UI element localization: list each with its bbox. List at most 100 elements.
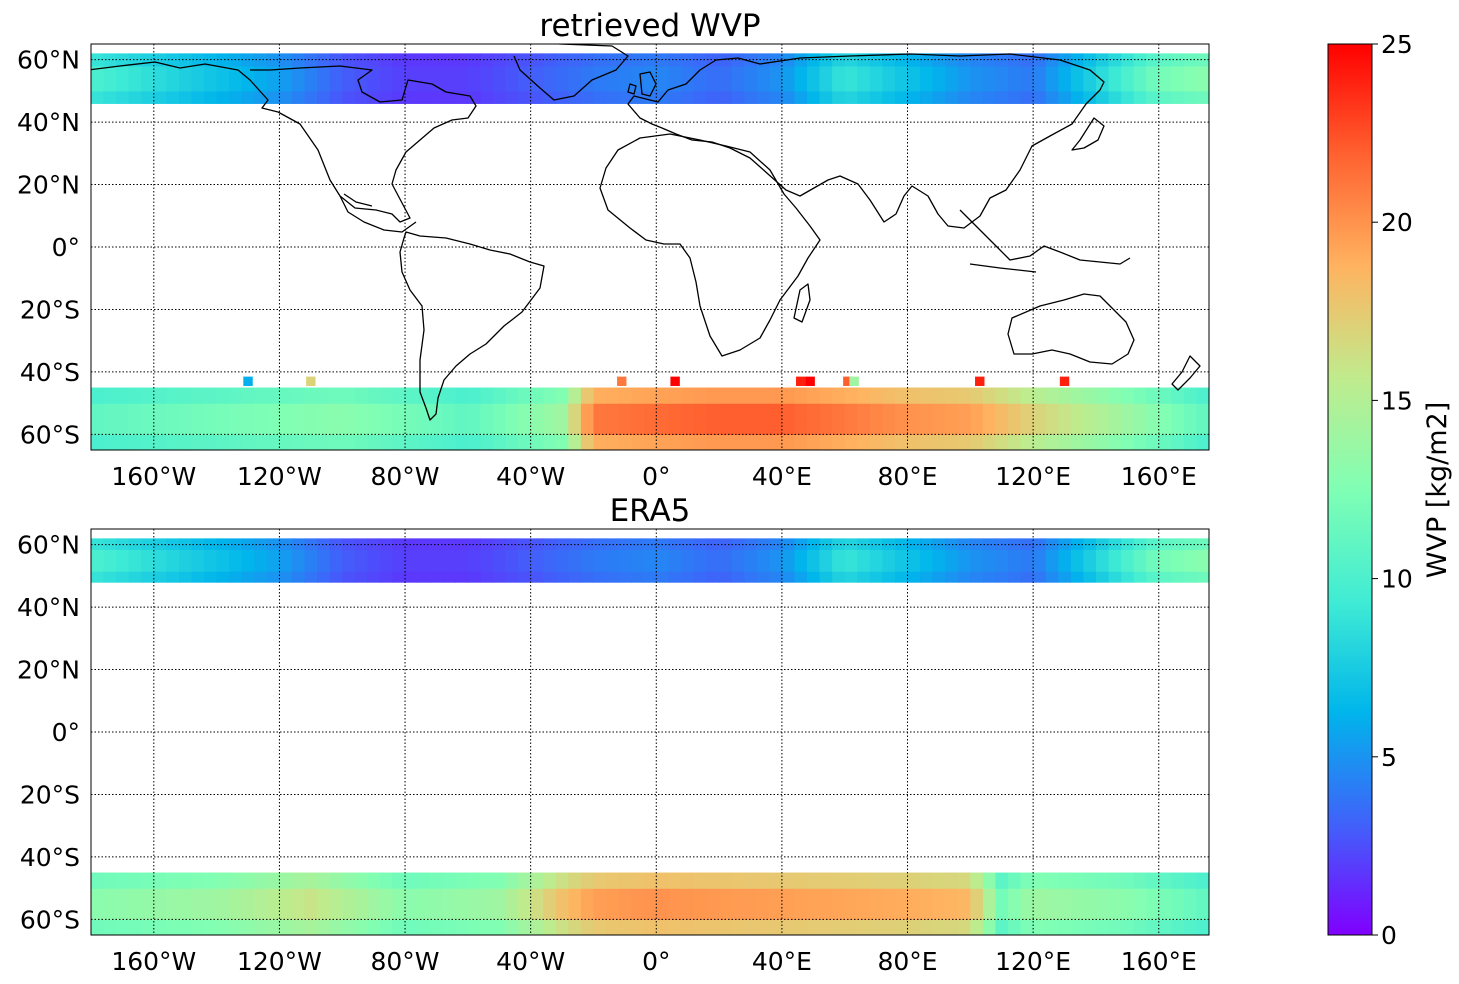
wvp-cell (932, 549, 946, 561)
wvp-cell (1196, 872, 1209, 889)
wvp-cell (631, 387, 645, 404)
wvp-cell (254, 903, 268, 920)
wvp-cell (555, 418, 569, 435)
wvp-cell (304, 418, 318, 435)
wvp-cell (103, 65, 117, 79)
wvp-cell (957, 387, 971, 404)
wvp-cell (291, 903, 306, 920)
wvp-cell (204, 403, 218, 420)
wvp-cell (920, 872, 934, 889)
wvp-cell (643, 538, 657, 550)
wvp-cell (91, 78, 105, 92)
wvp-cell (204, 387, 218, 404)
wvp-cell (354, 571, 368, 583)
wvp-cell (116, 387, 130, 404)
wvp-cell (1121, 888, 1135, 905)
wvp-cell (379, 549, 394, 561)
wvp-cell (1158, 65, 1172, 79)
wvp-cell (442, 903, 456, 920)
wvp-cell (781, 919, 796, 935)
wvp-cell (279, 872, 293, 889)
wvp-cell (957, 549, 971, 561)
wvp-cell (568, 403, 582, 420)
wvp-cell (141, 78, 155, 92)
wvp-cell (1045, 65, 1059, 79)
wvp-cell (291, 387, 306, 404)
wvp-cell (982, 387, 997, 404)
wvp-cell (417, 571, 431, 583)
wvp-cell (467, 434, 482, 450)
wvp-cell (91, 919, 105, 935)
wvp-cell (844, 549, 858, 561)
wvp-cell (254, 90, 268, 104)
wvp-cell (1146, 78, 1160, 92)
wvp-cell (706, 903, 720, 920)
wvp-cell (844, 560, 858, 572)
wvp-cell (530, 549, 544, 561)
wvp-cell (304, 403, 318, 420)
coastline-africa (599, 133, 821, 357)
wvp-cell (304, 538, 318, 550)
wvp-cell (631, 872, 645, 889)
wvp-cell (693, 434, 708, 450)
wvp-cell (103, 434, 117, 450)
wvp-cell (1121, 65, 1135, 79)
tick-labels: 60°N 40°N 20°N 0° 20°S 40°S 60°S 160°W 120°W 80°W… (17, 46, 1197, 491)
wvp-cell (128, 403, 142, 420)
wvp-cell (618, 434, 632, 450)
wvp-cell (995, 903, 1009, 920)
wvp-cell (693, 387, 708, 404)
wvp-cell (216, 888, 230, 905)
wvp-cell (593, 90, 607, 104)
wvp-cell (857, 903, 871, 920)
wvp-cell (354, 888, 368, 905)
wvp-cell (618, 903, 632, 920)
wvp-cell (191, 403, 205, 420)
wvp-cell (467, 903, 482, 920)
wvp-cell (781, 90, 796, 104)
wvp-cell (882, 903, 896, 920)
wvp-cell (153, 53, 167, 67)
wvp-cell (957, 538, 971, 550)
wvp-cell (995, 403, 1009, 420)
map-panel-retrieved: retrieved WVP 60°N 40°N 20°N 0° 20°S 40°S 60°S… (17, 8, 1210, 491)
wvp-cell (116, 888, 130, 905)
wvp-cell (1008, 403, 1022, 420)
wvp-cell (430, 888, 444, 905)
wvp-cell (693, 549, 708, 561)
wvp-cell (530, 65, 544, 79)
colorbar-tick-label: 25 (1381, 30, 1413, 59)
wvp-cell (116, 65, 130, 79)
wvp-cell (405, 53, 419, 67)
wvp-cell (141, 919, 155, 935)
wvp-cell (1045, 571, 1059, 583)
wvp-cell (304, 571, 318, 583)
wvp-cell (229, 403, 243, 420)
wvp-cell (668, 903, 682, 920)
wvp-cell (417, 888, 431, 905)
wvp-cell (241, 403, 255, 420)
wvp-cell (593, 538, 607, 550)
wvp-cell (166, 387, 180, 404)
colorbar-ticks: 0 5 10 15 20 25 (1372, 30, 1413, 950)
wvp-cell (329, 549, 343, 561)
wvp-cell (430, 418, 444, 435)
wvp-cell (945, 403, 959, 420)
wvp-cell (254, 434, 268, 450)
wvp-cell (153, 888, 167, 905)
longitude-tick-label: 40°E (752, 462, 812, 491)
wvp-cell (844, 65, 858, 79)
wvp-cell (618, 387, 632, 404)
wvp-cell (945, 538, 959, 550)
wvp-cell (291, 78, 306, 92)
wvp-cell (568, 903, 582, 920)
wvp-cell (1070, 571, 1084, 583)
longitude-tick-label: 0° (642, 947, 670, 976)
wvp-cell (932, 872, 946, 889)
wvp-cell (668, 549, 682, 561)
wvp-cell (945, 90, 959, 104)
wvp-cell (844, 903, 858, 920)
wvp-cell (304, 919, 318, 935)
wvp-cell (266, 571, 281, 583)
wvp-cell (442, 872, 456, 889)
